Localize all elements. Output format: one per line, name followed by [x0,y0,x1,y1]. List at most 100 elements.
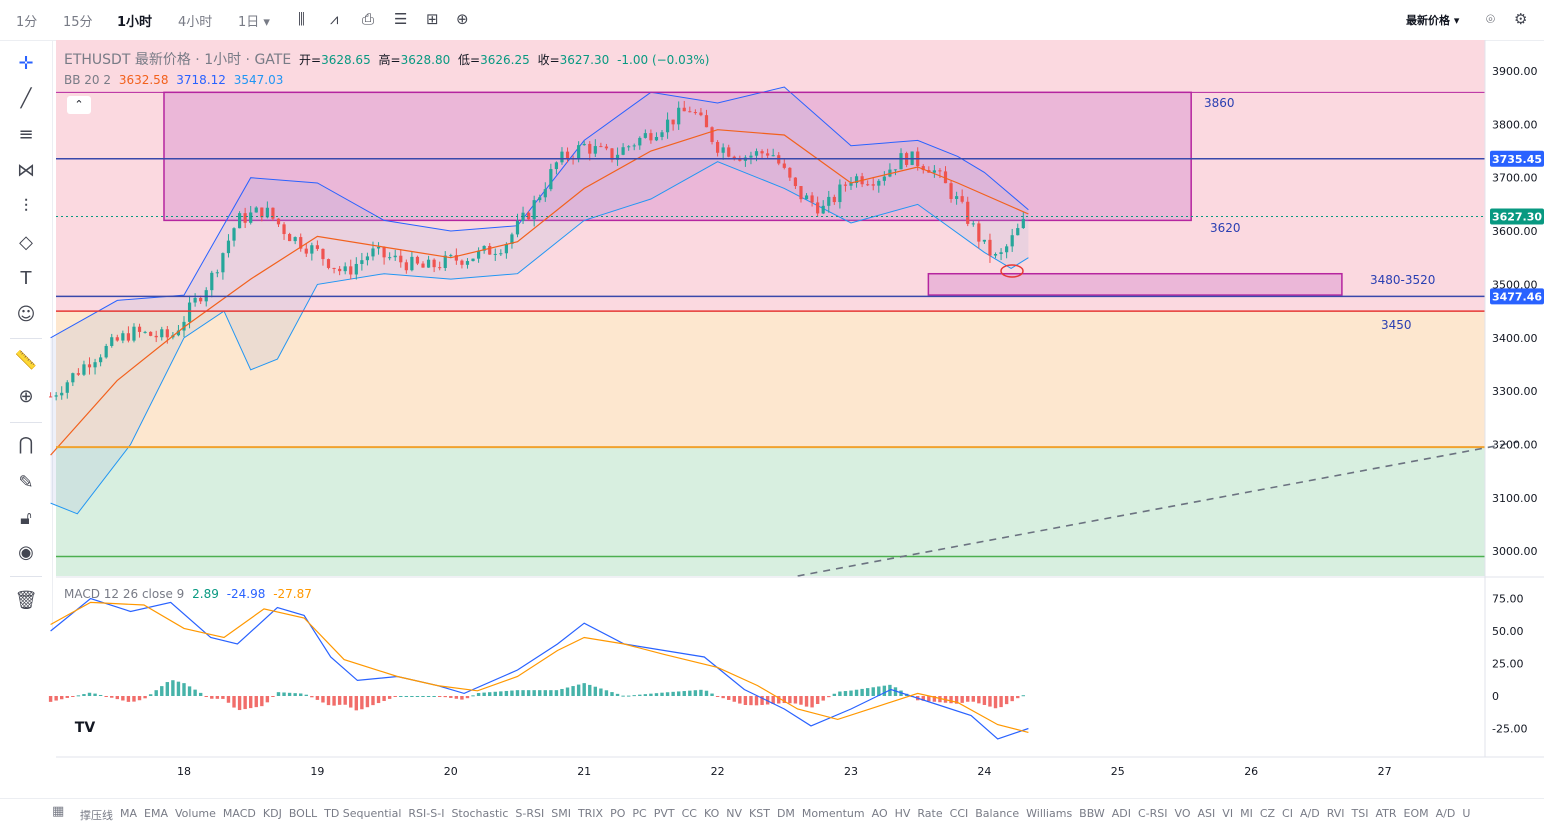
emoji-icon[interactable]: ☺ [16,304,36,325]
macd-histogram-bar [137,696,142,701]
symbol-title[interactable]: ETHUSDT 最新价格 · 1小时 · GATE [64,52,292,68]
calendar-icon[interactable]: ▦ [52,804,65,819]
layout-icon[interactable]: ⊞ [426,10,439,28]
x-tick-label: 26 [1244,765,1258,778]
indicator-tab[interactable]: ASI [1197,807,1216,820]
list-icon[interactable]: ☰ [394,10,408,28]
indicator-tab[interactable]: KO [703,807,720,820]
lock-icon[interactable]: 🔓︎ [20,508,32,529]
indicator-tab[interactable]: A/D [1435,807,1456,820]
candle-body [638,137,642,146]
indicator-tab[interactable]: C-RSI [1138,807,1168,820]
indicator-tab[interactable]: U [1462,807,1471,820]
indicators-icon[interactable]: ⩘ [330,10,339,28]
shape-icon[interactable]: ◇ [19,232,33,253]
collapse-legend-button[interactable]: ⌃ [67,96,91,114]
indicator-tab[interactable]: VO [1174,807,1191,820]
timeframe-1m[interactable]: 1分 [16,15,38,30]
indicator-tab[interactable]: CI [1282,807,1293,820]
indicator-tab[interactable]: RSI-S-I [408,807,445,820]
bb-upper-line [50,86,1029,339]
indicator-tab[interactable]: PVT [653,807,675,820]
timeframe-1h[interactable]: 1小时 [117,15,153,30]
camera-icon[interactable]: ⌾ [1486,10,1496,28]
indicator-tab[interactable]: NV [726,807,743,820]
crosshair-icon[interactable]: ✛ [18,53,34,74]
indicator-tab[interactable]: Volume [174,807,216,820]
macd-histogram-bar [193,689,197,696]
macd-label[interactable]: MACD 12 26 close 9 [64,587,185,601]
eye-icon[interactable]: ◉ [18,542,34,563]
candle-body [276,218,281,225]
indicator-tab[interactable]: TD Sequential [324,807,402,820]
zoom-in-icon[interactable]: ⊕ [18,386,34,407]
settings-icon[interactable]: ⚙ [1514,10,1528,28]
indicator-tab[interactable]: CC [681,807,697,820]
indicator-tab[interactable]: SMI [551,807,571,820]
horizontal-lines-icon[interactable]: ≡ [18,124,34,145]
macd-histogram-bar [376,696,381,704]
candle-style-icon[interactable]: ⫼ [298,10,305,28]
indicator-tab[interactable]: CZ [1259,807,1276,820]
indicator-tab[interactable]: Williams [1026,807,1073,820]
candle-body [121,333,125,341]
indicator-tab[interactable]: ADI [1111,807,1131,820]
indicator-tab[interactable]: BOLL [288,807,318,820]
indicator-tab[interactable]: CCI [949,807,969,820]
pattern-icon[interactable]: ⋈ [17,160,35,181]
indicator-tab[interactable]: RVI [1326,807,1345,820]
candle-body [538,197,542,201]
text-icon[interactable]: T [20,268,32,289]
indicator-tab[interactable]: TRIX [577,807,604,820]
indicator-tab[interactable]: PC [632,807,647,820]
macd-signal-value: -27.87 [273,587,312,601]
indicator-tab[interactable]: Balance [975,807,1020,820]
indicator-tab[interactable]: KDJ [262,807,282,820]
indicator-tab[interactable]: TSI [1351,807,1369,820]
timeframe-1d-dropdown[interactable]: 1日 ▾ [238,15,270,30]
chart-canvas[interactable]: 3735.45 3477.46 3627.30 3860 3620 3480-3520 34… [0,0,1544,798]
indicator-tab[interactable]: MI [1240,807,1253,820]
indicator-tab[interactable]: VI [1222,807,1234,820]
indicator-tab[interactable]: Momentum [801,807,865,820]
magnet-icon[interactable]: ⋂ [18,434,34,455]
indicator-tab[interactable]: MA [120,807,138,820]
candle-body [943,171,948,184]
price-type-dropdown[interactable]: 最新价格 ▾ [1406,14,1460,27]
indicator-tab[interactable]: EOM [1403,807,1429,820]
candle-body [137,326,142,332]
candle-body [793,177,798,187]
indicator-tab[interactable]: S-RSI [515,807,545,820]
template-icon[interactable]: ⎙ [362,10,375,28]
indicator-tab[interactable]: MACD [222,807,256,820]
bb-label[interactable]: BB 20 2 [64,73,111,87]
lock-pencil-icon[interactable]: ✎ [18,472,34,493]
indicator-tab[interactable]: BBW [1079,807,1105,820]
indicator-tab[interactable]: Rate [917,807,943,820]
trash-icon[interactable]: 🗑︎ [14,590,38,611]
indicator-tab[interactable]: A/D [1299,807,1320,820]
indicator-tab[interactable]: ATR [1375,807,1397,820]
macd-histogram-bar [415,696,420,697]
indicator-tab[interactable]: 撑压线 [80,809,113,822]
indicator-tab[interactable]: HV [894,807,911,820]
indicator-tab[interactable]: DM [776,807,795,820]
indicator-tab[interactable]: EMA [144,807,168,820]
trend-line-icon[interactable]: ╱ [20,88,32,109]
indicator-tab[interactable]: Stochastic [451,807,509,820]
indicator-tab[interactable]: PO [610,807,626,820]
timeframe-4h[interactable]: 4小时 [178,15,213,30]
candle-body [771,155,775,157]
level-price-tag [1490,288,1544,305]
macd-histogram-bar [504,690,509,696]
candle-body [365,256,370,261]
ruler-icon[interactable]: 📏 [14,350,38,371]
indicator-tab[interactable]: KST [749,807,770,820]
fib-icon[interactable]: ⫶ [23,196,29,217]
macd-histogram-bar [549,690,553,696]
candle-body [426,259,431,268]
timeframe-15m[interactable]: 15分 [63,15,93,30]
add-icon[interactable]: ⊕ [456,10,469,28]
candle-body [716,141,720,153]
indicator-tab[interactable]: AO [871,807,888,820]
